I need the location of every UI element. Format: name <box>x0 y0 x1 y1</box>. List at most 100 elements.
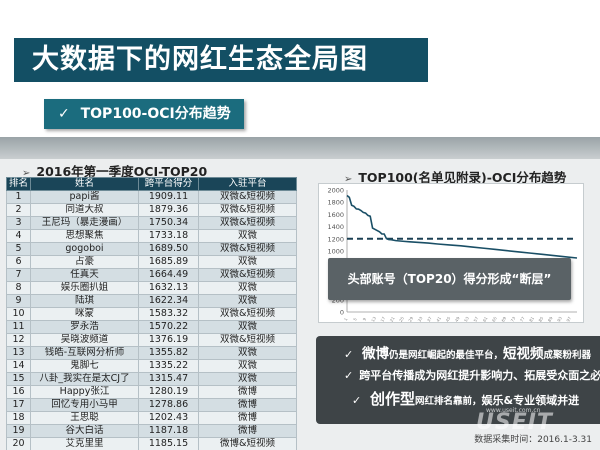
summary-item: ✓ 创作型 网红排名靠前， 娱乐&专业领域并进 <box>324 388 594 409</box>
platform-cell: 双微&短视频 <box>198 333 297 347</box>
x-tick-label: 57 <box>472 315 479 322</box>
platform-cell: 双微 <box>198 281 297 295</box>
y-tick-label: 0 <box>340 309 344 317</box>
column-header: 姓名 <box>30 177 139 191</box>
rank-cell: 5 <box>6 242 31 256</box>
name-cell: Happy张江 <box>30 385 139 399</box>
name-cell: 艾克里里 <box>30 437 139 450</box>
platform-cell: 微博&短视频 <box>198 437 297 450</box>
name-cell: 谷大白话 <box>30 424 139 438</box>
name-cell: 钱皓-互联网分析师 <box>30 346 139 360</box>
rank-cell: 11 <box>6 320 31 334</box>
chevron-right-icon: ➢ <box>344 174 353 185</box>
y-tick-label: 1200 <box>327 235 344 243</box>
column-header: 跨平台得分 <box>138 177 199 191</box>
platform-cell: 双微 <box>198 255 297 269</box>
table-row: 13 钱皓-互联网分析师 1355.82 双微 <box>6 346 297 360</box>
score-cell: 1187.18 <box>138 424 199 438</box>
table-row: 7 任真天 1664.49 双微&短视频 <box>6 268 297 282</box>
oci-table: 排名 姓名 跨平台得分 入驻平台 1 papi酱 1909.11 双微&短视频 2 同道大… <box>6 177 297 450</box>
table-row: 3 王尼玛（暴走漫画） 1750.34 双微&短视频 <box>6 216 297 230</box>
x-tick-label: 45 <box>444 315 451 322</box>
score-cell: 1909.11 <box>138 190 199 204</box>
x-tick-label: 37 <box>426 315 433 322</box>
platform-cell: 双微&短视频 <box>198 307 297 321</box>
name-cell: 陆琪 <box>30 294 139 308</box>
score-cell: 1278.86 <box>138 398 199 412</box>
column-header: 入驻平台 <box>198 177 297 191</box>
x-tick-label: 69 <box>500 315 507 322</box>
x-tick-label: 65 <box>491 315 498 322</box>
x-tick-label: 61 <box>482 315 489 322</box>
series-line <box>346 194 578 259</box>
rank-cell: 18 <box>6 411 31 425</box>
column-header: 排名 <box>6 177 31 191</box>
rank-cell: 19 <box>6 424 31 438</box>
score-cell: 1202.43 <box>138 411 199 425</box>
score-cell: 1733.18 <box>138 229 199 243</box>
score-cell: 1280.19 <box>138 385 199 399</box>
platform-cell: 双微 <box>198 294 297 308</box>
name-cell: 娱乐圈扒姐 <box>30 281 139 295</box>
y-tick-label: 1000 <box>327 248 344 256</box>
platform-cell: 双微 <box>198 346 297 360</box>
platform-cell: 双微&短视频 <box>198 203 297 217</box>
table-row: 12 吴晓波频道 1376.19 双微&短视频 <box>6 333 297 347</box>
rank-cell: 17 <box>6 398 31 412</box>
summary-item: ✓ 跨平台传播成为网红提升影响力、拓展受众面之必要 <box>324 367 600 383</box>
check-icon: ✓ <box>344 348 354 361</box>
platform-cell: 微博 <box>198 385 297 399</box>
name-cell: 占豪 <box>30 255 139 269</box>
x-tick-label: 25 <box>398 315 405 322</box>
score-cell: 1376.19 <box>138 333 199 347</box>
x-tick-label: 1 <box>343 317 349 322</box>
y-tick-label: 1600 <box>327 211 344 219</box>
summary-box: ✓ 微博 仍是网红崛起的最佳平台， 短视频 成聚粉利器 ✓ 跨平台传播成为网红提… <box>316 336 600 424</box>
score-cell: 1632.13 <box>138 281 199 295</box>
summary-text: 仍是网红崛起的最佳平台， <box>389 350 504 361</box>
x-tick-label: 85 <box>537 315 544 322</box>
platform-cell: 微博 <box>198 398 297 412</box>
section-subtitle: ✓ TOP100-OCI分布趋势 <box>44 99 244 129</box>
name-cell: 鬼脚七 <box>30 359 139 373</box>
summary-emphasis: 微博 <box>362 346 389 362</box>
platform-cell: 双微 <box>198 229 297 243</box>
x-tick-label: 73 <box>510 315 517 322</box>
rank-cell: 20 <box>6 437 31 450</box>
table-row: 17 回忆专用小马甲 1278.86 微博 <box>6 398 297 412</box>
y-tick-label: 2000 <box>327 187 344 195</box>
table-heading: ➢ 2016年第一季度OCI-TOP20 <box>22 161 207 180</box>
summary-emphasis: 创作型 <box>370 390 416 408</box>
score-cell: 1355.82 <box>138 346 199 360</box>
name-cell: 八卦_我实在是太CJ了 <box>30 372 139 386</box>
name-cell: 同道大叔 <box>30 203 139 217</box>
rank-cell: 2 <box>6 203 31 217</box>
rank-cell: 8 <box>6 281 31 295</box>
section-subtitle-label: TOP100-OCI分布趋势 <box>80 106 231 122</box>
table-row: 14 鬼脚七 1335.22 双微 <box>6 359 297 373</box>
name-cell: papi酱 <box>30 190 139 204</box>
platform-cell: 双微&短视频 <box>198 190 297 204</box>
table-row: 9 陆琪 1622.34 双微 <box>6 294 297 308</box>
summary-item: ✓ 微博 仍是网红崛起的最佳平台， 短视频 成聚粉利器 <box>324 342 594 362</box>
chart-heading: ➢ TOP100(名单见附录)-OCI分布趋势 <box>344 167 566 186</box>
rank-cell: 12 <box>6 333 31 347</box>
watermark-logo: USEIT <box>476 410 553 435</box>
name-cell: 思想聚焦 <box>30 229 139 243</box>
fault-callout: 头部账号（TOP20）得分形成“断层” <box>328 258 571 300</box>
table-row: 4 思想聚焦 1733.18 双微 <box>6 229 297 243</box>
score-cell: 1664.49 <box>138 268 199 282</box>
name-cell: 任真天 <box>30 268 139 282</box>
platform-cell: 双微 <box>198 359 297 373</box>
x-tick-label: 21 <box>389 315 396 322</box>
name-cell: 罗永浩 <box>30 320 139 334</box>
name-cell: 回忆专用小马甲 <box>30 398 139 412</box>
table-row: 19 谷大白话 1187.18 微博 <box>6 424 297 438</box>
page-title: 大数据下的网红生态全局图 <box>14 38 428 82</box>
check-icon: ✓ <box>352 394 362 407</box>
name-cell: 吴晓波频道 <box>30 333 139 347</box>
score-cell: 1685.89 <box>138 255 199 269</box>
x-tick-label: 41 <box>435 315 442 322</box>
score-cell: 1879.36 <box>138 203 199 217</box>
x-tick-label: 29 <box>407 315 414 322</box>
